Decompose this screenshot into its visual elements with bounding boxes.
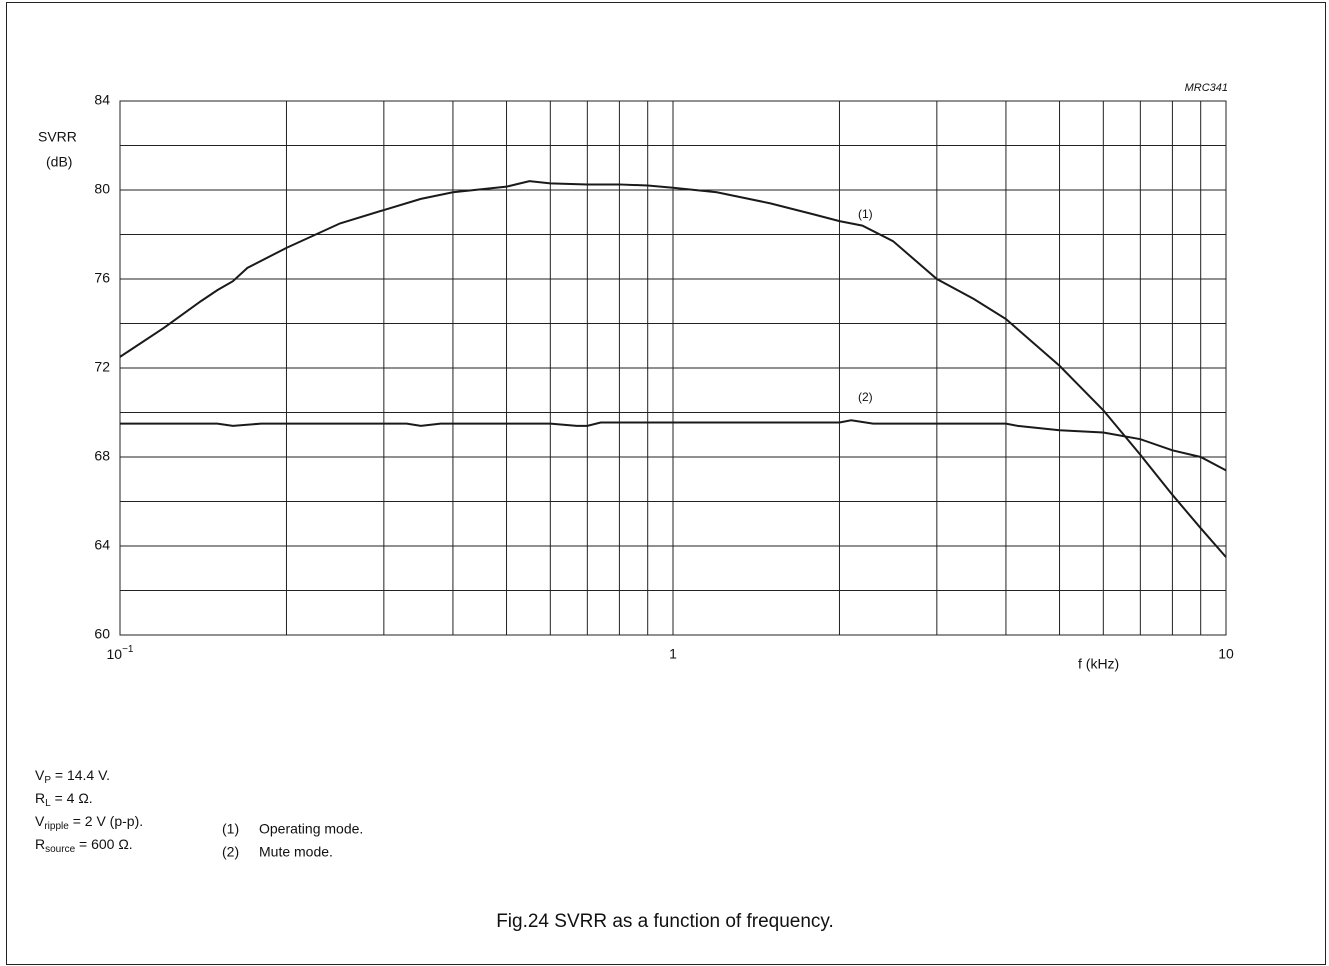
condition-subscript: L: [45, 798, 51, 809]
curve: [119, 180, 1227, 558]
caption: Fig.24 SVRR as a function of frequency.: [496, 911, 834, 932]
curve-label: (1): [858, 207, 873, 221]
y-tick-label: 76: [94, 270, 110, 286]
y-tick-label: 72: [94, 359, 110, 375]
condition-value: = 14.4 V.: [51, 767, 110, 783]
condition: Rsource = 600 Ω.: [35, 836, 133, 855]
x-tick-label: 10−1: [107, 644, 134, 662]
condition-symbol: R: [35, 836, 45, 852]
y-axis-label: SVRR: [38, 129, 77, 145]
condition-symbol: V: [35, 767, 45, 783]
y-tick-label: 64: [94, 537, 110, 553]
y-tick-label: 84: [94, 92, 110, 108]
legend-key: (2): [222, 844, 239, 860]
condition: RL = 4 Ω.: [35, 790, 93, 809]
condition-subscript: source: [45, 844, 75, 855]
x-tick-label: 10: [1218, 646, 1234, 662]
y-axis-unit: (dB): [46, 154, 72, 170]
condition-subscript: P: [44, 775, 51, 786]
condition-value: = 4 Ω.: [51, 790, 93, 806]
x-tick-exponent: −1: [122, 644, 134, 655]
condition: VP = 14.4 V.: [35, 767, 110, 786]
y-tick-label: 60: [94, 626, 110, 642]
condition-subscript: ripple: [44, 821, 69, 832]
y-tick-label: 68: [94, 448, 110, 464]
x-tick-base: 10: [107, 646, 123, 662]
legend-key: (1): [222, 821, 239, 837]
curve-label: (2): [858, 390, 873, 404]
x-tick-label: 1: [669, 646, 677, 662]
condition: Vripple = 2 V (p-p).: [35, 813, 143, 832]
x-axis-label: f (kHz): [1078, 656, 1119, 672]
legend-text: Mute mode.: [259, 844, 333, 860]
y-tick-label: 80: [94, 181, 110, 197]
curve: [120, 419, 1227, 472]
figure-code: MRC341: [1185, 82, 1228, 94]
condition-symbol: V: [35, 813, 45, 829]
legend-text: Operating mode.: [259, 821, 363, 837]
condition-value: = 2 V (p-p).: [69, 813, 143, 829]
condition-symbol: R: [35, 790, 45, 806]
frame: [6, 2, 1326, 965]
condition-value: = 600 Ω.: [75, 836, 133, 852]
